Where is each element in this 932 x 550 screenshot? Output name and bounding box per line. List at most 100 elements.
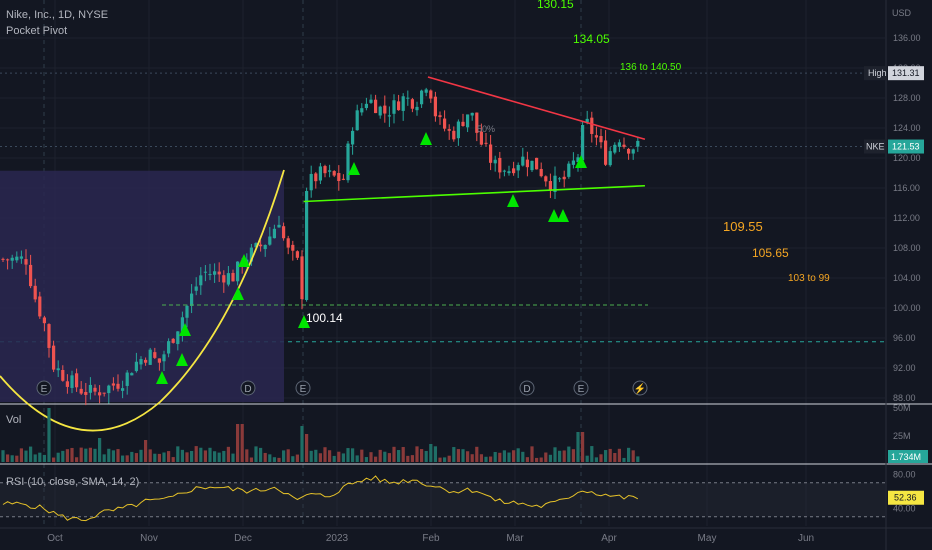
volume-bar	[466, 451, 470, 462]
volume-bar	[397, 450, 401, 462]
volume-bar	[351, 448, 355, 462]
candle-body	[38, 296, 42, 317]
candle-body	[208, 274, 212, 276]
candle-body	[190, 293, 194, 306]
rsi-value-label: 52.36	[894, 493, 917, 503]
trend-drawings[interactable]	[0, 76, 648, 432]
pocket-pivot-arrows	[156, 132, 587, 384]
candle-body	[314, 173, 318, 182]
pocket-pivot-arrow	[232, 287, 244, 300]
candle-body	[631, 149, 635, 154]
volume-bar	[470, 454, 474, 462]
rsi-tick-label: 40.00	[893, 503, 916, 513]
candle-body	[134, 361, 138, 372]
volume-bar	[484, 456, 488, 462]
volume-bar	[516, 448, 520, 462]
volume-bar	[107, 448, 111, 462]
candle-body	[318, 166, 322, 181]
volume-bar	[507, 452, 511, 462]
volume-bar	[479, 454, 483, 462]
target-down-2: 105.65	[752, 246, 789, 260]
volume-bar	[33, 454, 37, 462]
volume-bar	[208, 447, 212, 462]
volume-bar	[567, 446, 571, 462]
price-axis[interactable]: USD136.00132.00128.00124.00120.00116.001…	[47, 8, 928, 544]
volume-bar	[93, 448, 97, 462]
candle-body	[585, 118, 589, 123]
volume-bar	[222, 450, 226, 462]
candle-body	[259, 244, 263, 247]
candle-body	[19, 256, 23, 259]
volume-bar	[268, 454, 272, 462]
volume-bar	[42, 454, 46, 462]
volume-bar	[157, 453, 161, 462]
volume-bar	[199, 447, 203, 462]
volume-bar	[130, 451, 134, 462]
candle-body	[148, 349, 152, 365]
volume-bar	[116, 449, 120, 462]
volume-bar	[332, 455, 336, 462]
candle-body	[489, 144, 493, 163]
event-marker[interactable]: E	[573, 380, 589, 396]
volume-bar	[613, 453, 617, 462]
volume-bar	[121, 455, 125, 462]
candle-body	[61, 369, 65, 381]
candle-body	[360, 108, 364, 113]
candle-body	[369, 99, 373, 103]
volume-bar	[263, 452, 267, 462]
volume-bar	[420, 449, 424, 462]
volume-bar	[111, 450, 115, 462]
volume-bar	[364, 457, 368, 462]
price-tick-label: 104.00	[893, 273, 921, 283]
candle-body	[47, 324, 51, 348]
volume-bar	[314, 449, 318, 462]
volume-bar	[631, 450, 635, 462]
event-marker-label: ⚡	[634, 382, 646, 395]
price-tick-label: 124.00	[893, 123, 921, 133]
volume-bar	[295, 454, 299, 462]
volume-bar	[254, 446, 258, 462]
volume-bar	[79, 447, 83, 462]
symbol-title[interactable]: Nike, Inc., 1D, NYSE	[6, 9, 109, 21]
chart-legend: Nike, Inc., 1D, NYSE Pocket Pivot	[6, 7, 108, 39]
rsi-value-bg	[888, 490, 924, 505]
candle-body	[217, 271, 221, 275]
volume-bar	[562, 450, 566, 462]
event-marker[interactable]: ⚡	[632, 380, 648, 396]
target-up-3: 136 to 140.50	[620, 62, 682, 73]
volume-bar	[98, 438, 102, 462]
event-marker[interactable]: E	[36, 380, 52, 396]
candle-body	[277, 224, 281, 228]
candle-body	[167, 341, 171, 354]
candle-body	[406, 97, 410, 99]
candle-body	[6, 259, 10, 261]
candle-body	[42, 317, 46, 324]
candle-body	[305, 191, 309, 300]
volume-bar	[309, 450, 313, 462]
candle-body	[387, 115, 391, 117]
volume-bar	[282, 450, 286, 462]
candle-body	[268, 236, 272, 245]
candle-body	[599, 136, 603, 143]
candle-body	[144, 359, 148, 363]
event-marker[interactable]: D	[519, 380, 535, 396]
candle-body	[162, 354, 166, 362]
candle-body	[364, 103, 368, 109]
volume-bar	[530, 446, 534, 462]
indicator-title[interactable]: Pocket Pivot	[6, 25, 68, 37]
event-markers[interactable]: E E D E D ⚡	[36, 380, 648, 396]
event-marker[interactable]: D	[240, 380, 256, 396]
volume-bar	[535, 457, 539, 462]
volume-bar	[153, 453, 157, 462]
volume-bar	[493, 451, 497, 462]
volume-bar	[291, 456, 295, 462]
volume-bar	[185, 452, 189, 462]
candle-body	[231, 272, 235, 282]
candle-body	[309, 173, 313, 191]
event-marker[interactable]: E	[295, 380, 311, 396]
volume-bar	[171, 457, 175, 462]
candle-body	[374, 99, 378, 114]
candle-body	[180, 317, 184, 333]
volume-bar	[604, 450, 608, 462]
